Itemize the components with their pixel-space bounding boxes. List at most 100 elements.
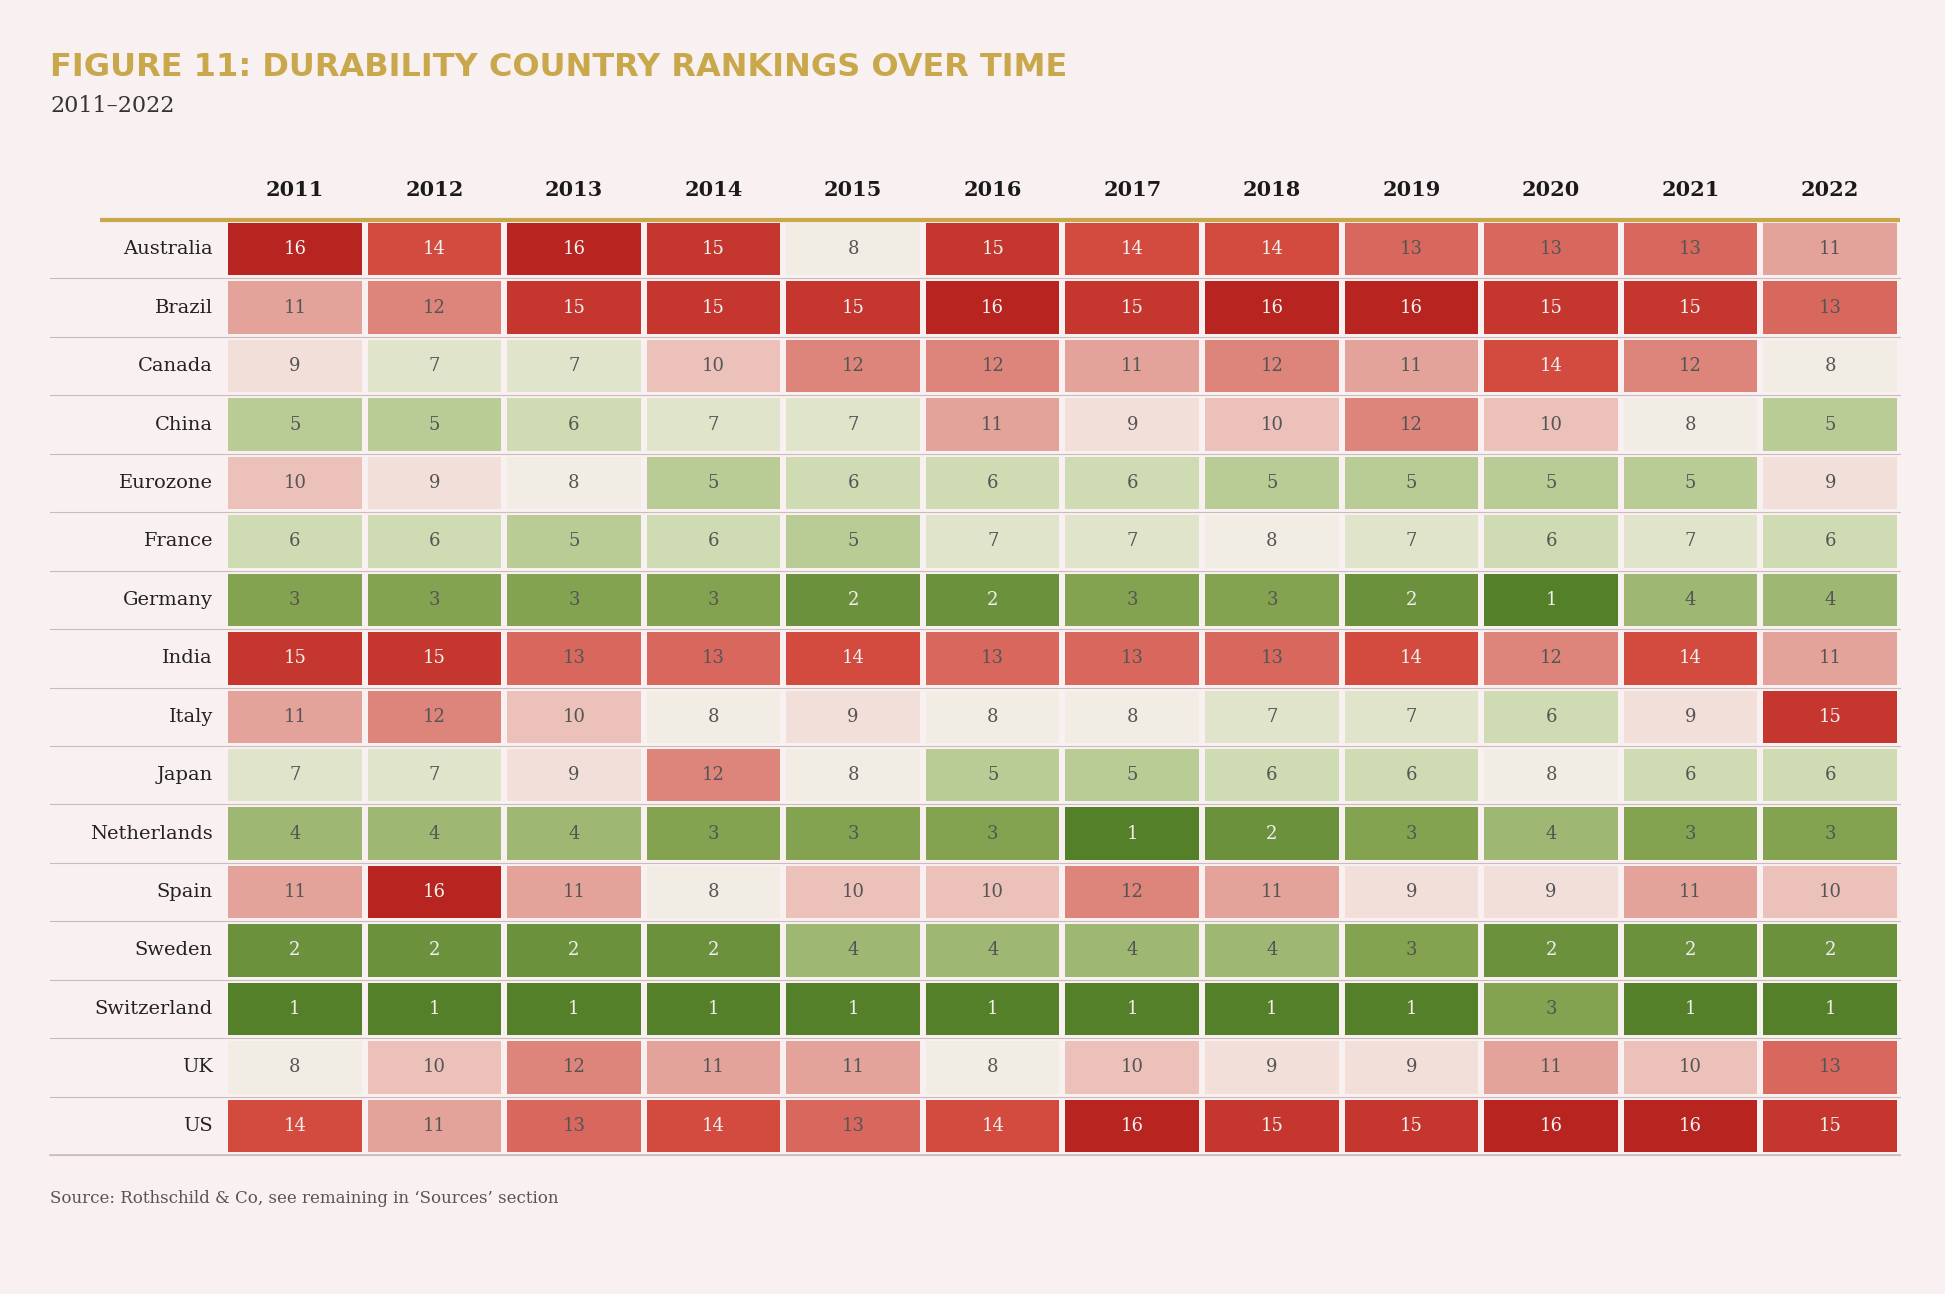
Text: 8: 8	[708, 883, 720, 901]
Text: 8: 8	[848, 241, 860, 259]
Text: 11: 11	[1819, 650, 1842, 668]
Text: 1: 1	[1824, 1000, 1836, 1018]
Bar	[228, 1100, 362, 1152]
Text: 11: 11	[980, 415, 1004, 433]
Bar	[1344, 866, 1478, 919]
Text: 10: 10	[562, 708, 585, 726]
Bar	[1624, 1042, 1758, 1093]
Bar	[1066, 223, 1198, 276]
Text: 14: 14	[982, 1117, 1004, 1135]
Text: 14: 14	[1260, 241, 1284, 259]
Bar	[926, 866, 1060, 919]
Text: 6: 6	[1824, 766, 1836, 784]
Bar	[1066, 866, 1198, 919]
Text: 4: 4	[848, 942, 860, 959]
Text: 4: 4	[290, 824, 300, 842]
Text: 7: 7	[568, 357, 580, 375]
Text: 11: 11	[1679, 883, 1702, 901]
Text: 15: 15	[1679, 299, 1702, 317]
Text: 3: 3	[428, 591, 440, 609]
Text: 12: 12	[1400, 415, 1424, 433]
Bar	[1206, 924, 1338, 977]
Text: Canada: Canada	[138, 357, 214, 375]
Bar	[786, 281, 920, 334]
Text: 13: 13	[842, 1117, 866, 1135]
Bar	[648, 691, 780, 743]
Text: 8: 8	[1544, 766, 1556, 784]
Bar	[1344, 807, 1478, 859]
Text: 13: 13	[1819, 1058, 1842, 1077]
Bar	[1206, 807, 1338, 859]
Text: 9: 9	[1126, 415, 1138, 433]
Text: 3: 3	[1266, 591, 1278, 609]
Bar	[368, 281, 502, 334]
Text: 1: 1	[1126, 824, 1138, 842]
Text: 15: 15	[284, 650, 305, 668]
Text: Germany: Germany	[123, 591, 214, 609]
Text: 13: 13	[1260, 650, 1284, 668]
Text: 2: 2	[1684, 942, 1696, 959]
Bar	[926, 223, 1060, 276]
Bar	[228, 340, 362, 392]
Bar	[368, 457, 502, 509]
Bar	[1206, 457, 1338, 509]
Text: 14: 14	[842, 650, 866, 668]
Text: 2015: 2015	[825, 180, 883, 199]
Bar	[648, 399, 780, 450]
Bar	[786, 399, 920, 450]
Text: 4: 4	[1824, 591, 1836, 609]
Text: 7: 7	[290, 766, 300, 784]
Bar	[1764, 223, 1896, 276]
Bar	[926, 573, 1060, 626]
Bar	[1206, 515, 1338, 568]
Text: 9: 9	[428, 474, 440, 492]
Text: 4: 4	[568, 824, 580, 842]
Text: Switzerland: Switzerland	[95, 1000, 214, 1018]
Bar	[1624, 866, 1758, 919]
Text: 12: 12	[562, 1058, 585, 1077]
Bar	[1484, 1100, 1618, 1152]
Bar	[648, 924, 780, 977]
Text: 2: 2	[290, 942, 300, 959]
Bar	[926, 691, 1060, 743]
Bar	[368, 691, 502, 743]
Text: 16: 16	[980, 299, 1004, 317]
Text: 5: 5	[708, 474, 720, 492]
Text: 4: 4	[1546, 824, 1556, 842]
Text: 2: 2	[1824, 942, 1836, 959]
Text: 14: 14	[702, 1117, 725, 1135]
Bar	[1066, 691, 1198, 743]
Text: 2017: 2017	[1103, 180, 1161, 199]
Text: 16: 16	[1679, 1117, 1702, 1135]
Text: 2011: 2011	[266, 180, 325, 199]
Text: 10: 10	[702, 357, 725, 375]
Text: 16: 16	[1260, 299, 1284, 317]
Text: 5: 5	[1546, 474, 1556, 492]
Bar	[648, 1042, 780, 1093]
Text: 7: 7	[1684, 532, 1696, 550]
Text: 6: 6	[1544, 708, 1556, 726]
Bar	[1066, 924, 1198, 977]
Text: 11: 11	[562, 883, 585, 901]
Bar	[368, 866, 502, 919]
Bar	[228, 749, 362, 801]
Text: 6: 6	[708, 532, 720, 550]
Bar	[228, 457, 362, 509]
Text: India: India	[161, 650, 214, 668]
Bar	[926, 281, 1060, 334]
Text: 5: 5	[1824, 415, 1836, 433]
Text: 10: 10	[1679, 1058, 1702, 1077]
Bar	[1066, 457, 1198, 509]
Bar	[1066, 340, 1198, 392]
Text: 6: 6	[1824, 532, 1836, 550]
Text: 6: 6	[1406, 766, 1418, 784]
Bar	[1764, 340, 1896, 392]
Bar	[1484, 1042, 1618, 1093]
Bar	[648, 515, 780, 568]
Text: 12: 12	[842, 357, 866, 375]
Text: 2014: 2014	[685, 180, 743, 199]
Bar	[368, 573, 502, 626]
Bar	[228, 515, 362, 568]
Bar	[508, 340, 640, 392]
Text: 12: 12	[1120, 883, 1144, 901]
